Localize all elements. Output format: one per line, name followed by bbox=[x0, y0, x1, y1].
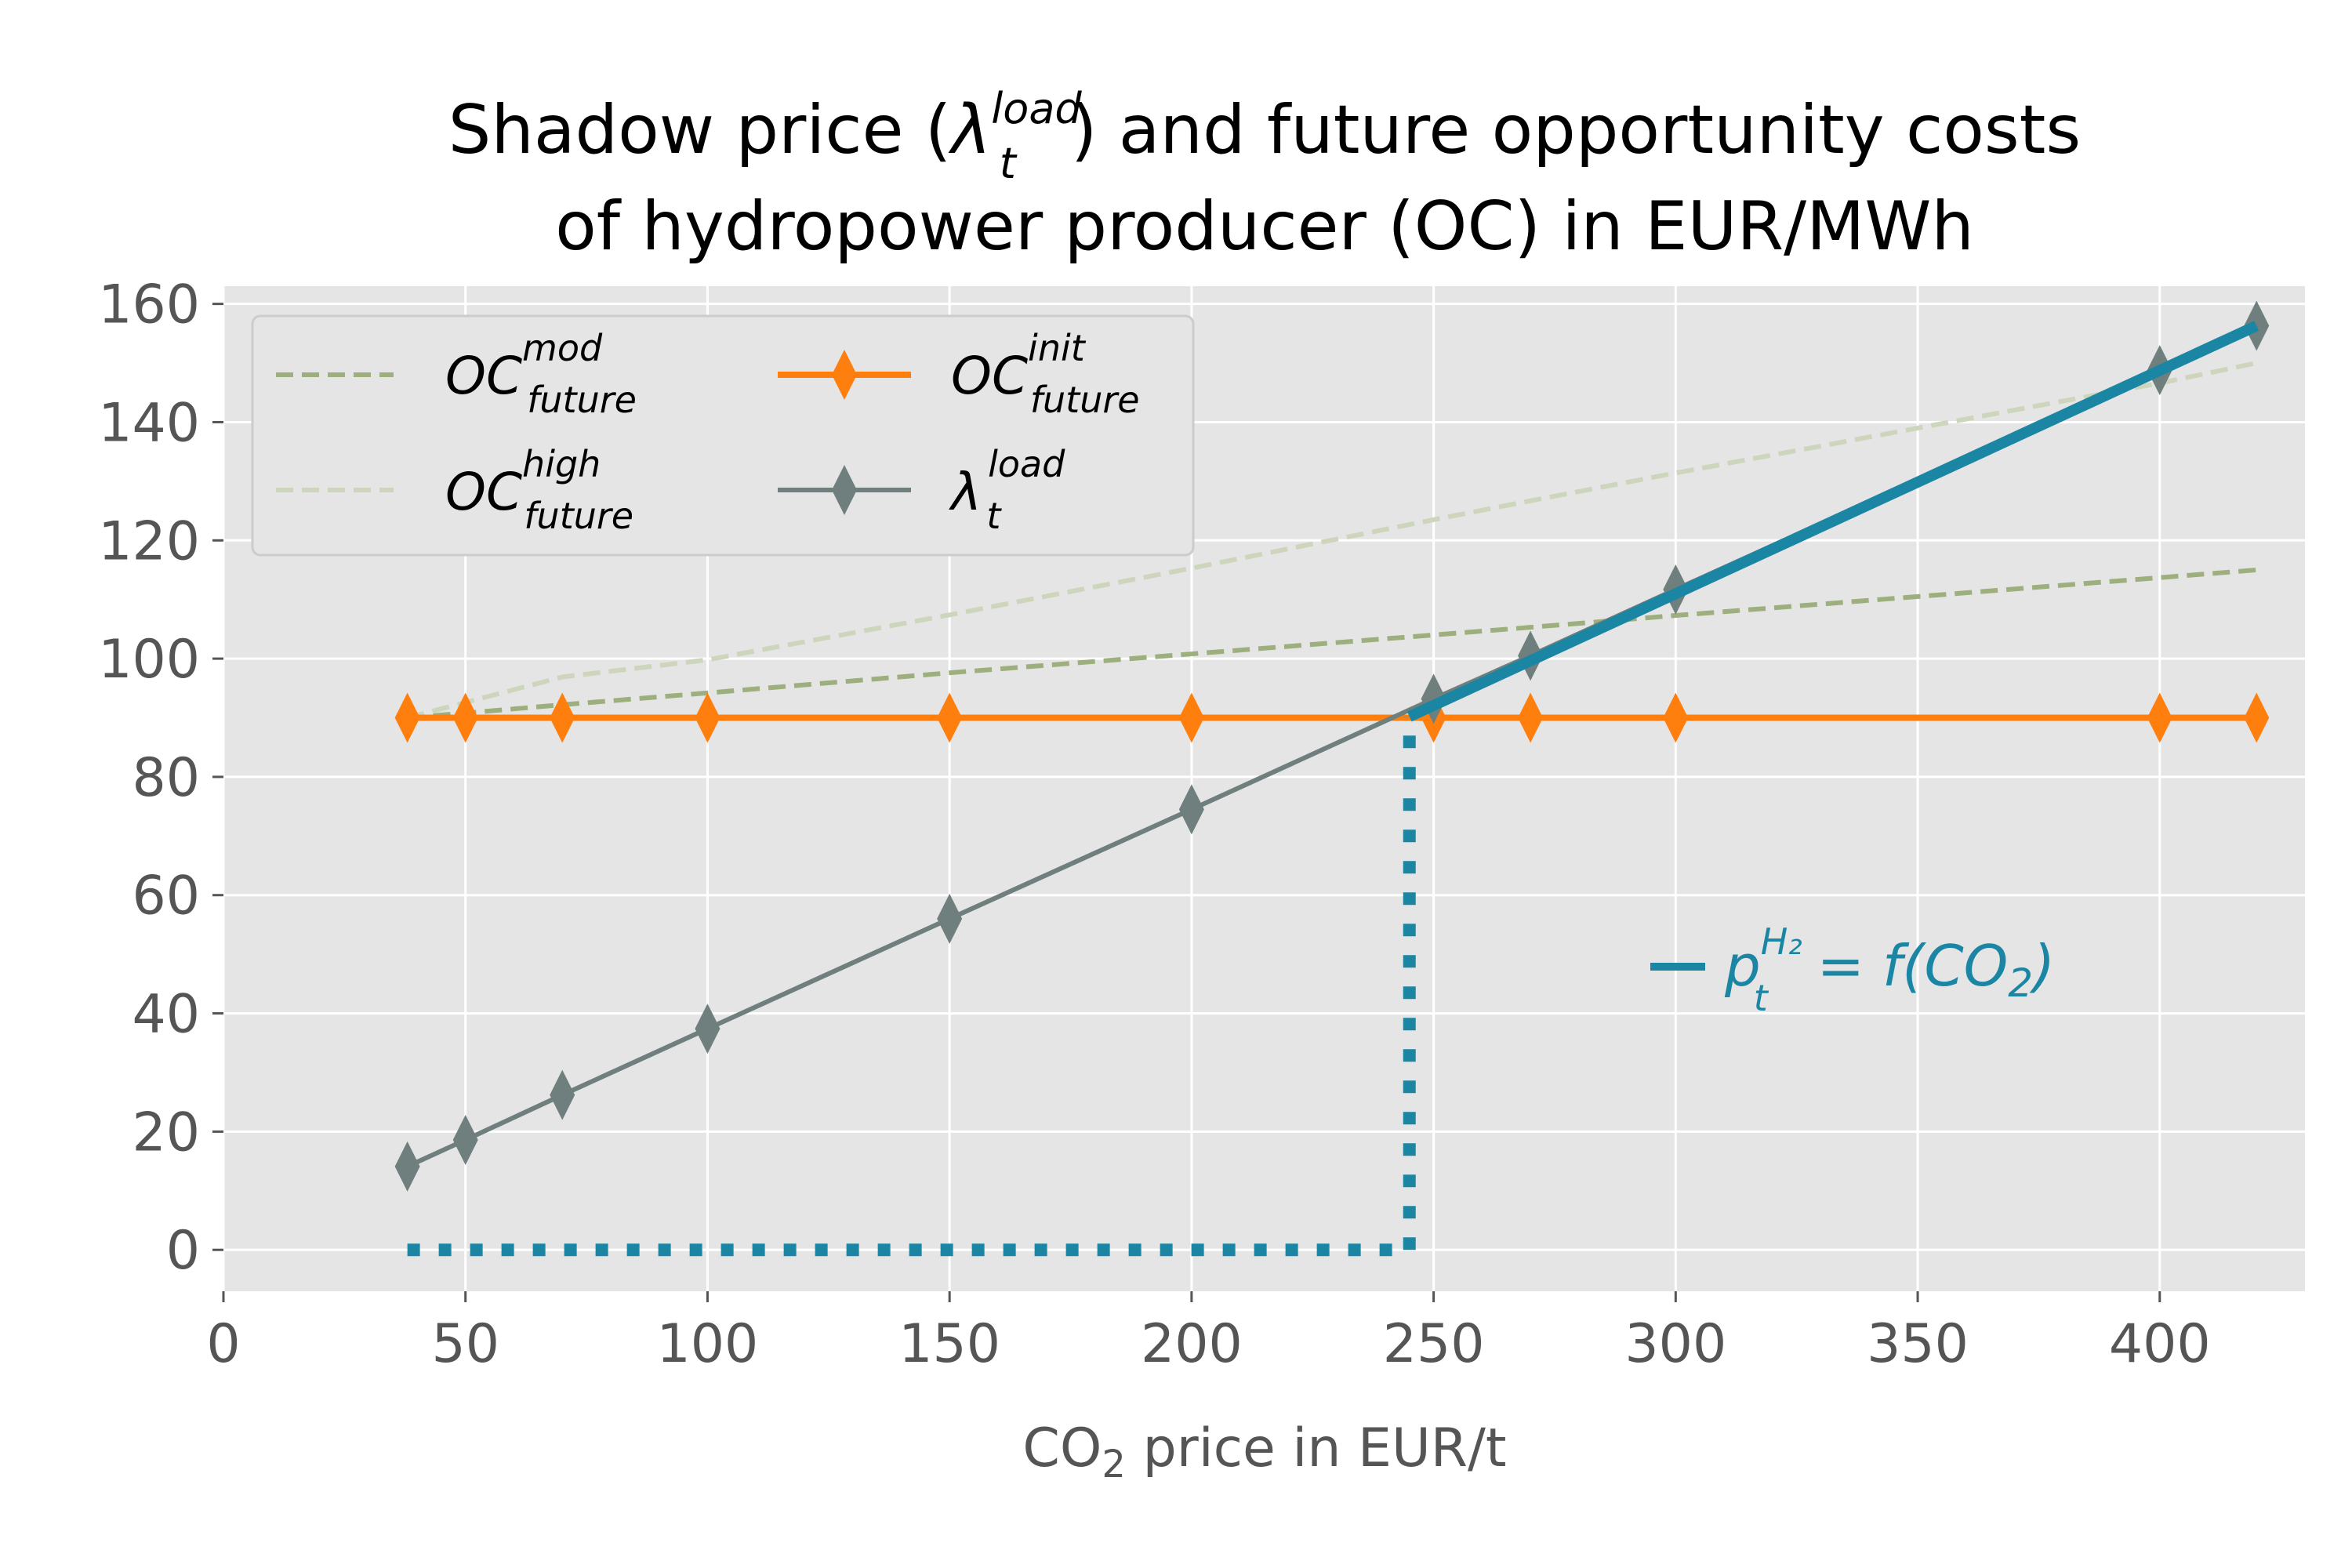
x-tick-label: 200 bbox=[1141, 1313, 1243, 1375]
series-point-lambda_load bbox=[695, 1004, 720, 1054]
y-tick-label: 120 bbox=[98, 510, 200, 572]
x-axis-label: CO2 price in EUR/t bbox=[1022, 1417, 1506, 1486]
series-point-oc_init bbox=[1663, 692, 1689, 743]
series-point-lambda_load bbox=[937, 893, 963, 944]
series-point-oc_init bbox=[1178, 692, 1204, 743]
y-tick-label: 140 bbox=[98, 392, 200, 454]
series-layer bbox=[394, 300, 2270, 1257]
y-tick-label: 0 bbox=[166, 1220, 200, 1282]
x-tick-label: 100 bbox=[657, 1313, 759, 1375]
series-point-oc_init bbox=[550, 692, 575, 743]
legend-marker-oc-init bbox=[832, 350, 857, 400]
x-tick-label: 350 bbox=[1867, 1313, 1969, 1375]
x-axis-ticks: 0 50 100 150 200 250 300 350 400 bbox=[206, 1291, 2211, 1375]
x-tick-label: 250 bbox=[1383, 1313, 1485, 1375]
legend-marker-lambda-load bbox=[832, 465, 857, 515]
x-tick-label: 300 bbox=[1624, 1313, 1726, 1375]
legend-item-oc-mod: OCmod future bbox=[276, 327, 637, 421]
series-point-oc_init bbox=[2244, 692, 2270, 743]
series-point-oc_init bbox=[937, 692, 963, 743]
series-point-oc_init bbox=[452, 692, 478, 743]
series-point-lambda_load bbox=[452, 1114, 478, 1165]
series-point-oc_init bbox=[394, 692, 420, 743]
chart-title-line2: of hydropower producer (OC) in EUR/MWh bbox=[555, 187, 1974, 266]
series-point-lambda_load bbox=[1178, 784, 1204, 835]
series-point-oc_init bbox=[2147, 692, 2172, 743]
series-point-oc_init bbox=[695, 692, 720, 743]
legend-item-oc-init: OCinit future bbox=[778, 327, 1140, 421]
series-line-oc_high bbox=[406, 361, 2257, 720]
legend-label-oc-high: OChigh future bbox=[445, 443, 633, 537]
y-tick-label: 80 bbox=[132, 747, 200, 809]
x-tick-label: 0 bbox=[206, 1313, 240, 1375]
series-point-lambda_load bbox=[550, 1069, 575, 1120]
series-point-lambda_load bbox=[394, 1141, 420, 1192]
highlight-annotation: pH₂ t = f(CO2) bbox=[1650, 920, 2055, 1019]
legend-label-oc-mod: OCmod future bbox=[445, 327, 637, 421]
y-tick-label: 40 bbox=[132, 984, 200, 1046]
y-tick-label: 20 bbox=[132, 1102, 200, 1163]
y-axis-ticks: 0 20 40 60 80 100 120 140 160 bbox=[98, 274, 223, 1282]
highlight-h2-price bbox=[407, 321, 2259, 1257]
legend-item-lambda-load: λ load t bbox=[778, 443, 1065, 537]
y-tick-label: 160 bbox=[98, 274, 200, 336]
legend-box bbox=[251, 314, 1195, 557]
legend-item-oc-high: OChigh future bbox=[276, 443, 633, 537]
y-tick-label: 60 bbox=[132, 866, 200, 927]
legend-label-oc-init: OCinit future bbox=[951, 327, 1140, 421]
x-tick-label: 400 bbox=[2109, 1313, 2211, 1375]
x-tick-label: 150 bbox=[898, 1313, 1000, 1375]
x-tick-label: 50 bbox=[431, 1313, 499, 1375]
y-tick-label: 100 bbox=[98, 629, 200, 691]
legend-label-lambda-load: λ load t bbox=[949, 443, 1065, 537]
series-point-oc_init bbox=[1518, 692, 1544, 743]
series-line-oc_mod bbox=[407, 567, 2257, 720]
h2-price-line bbox=[1406, 321, 2259, 722]
chart-title-line1: Shadow price (λload t) and future opportu… bbox=[448, 84, 2081, 188]
annotation-label: pH₂ t = f(CO2) bbox=[1724, 920, 2055, 1019]
